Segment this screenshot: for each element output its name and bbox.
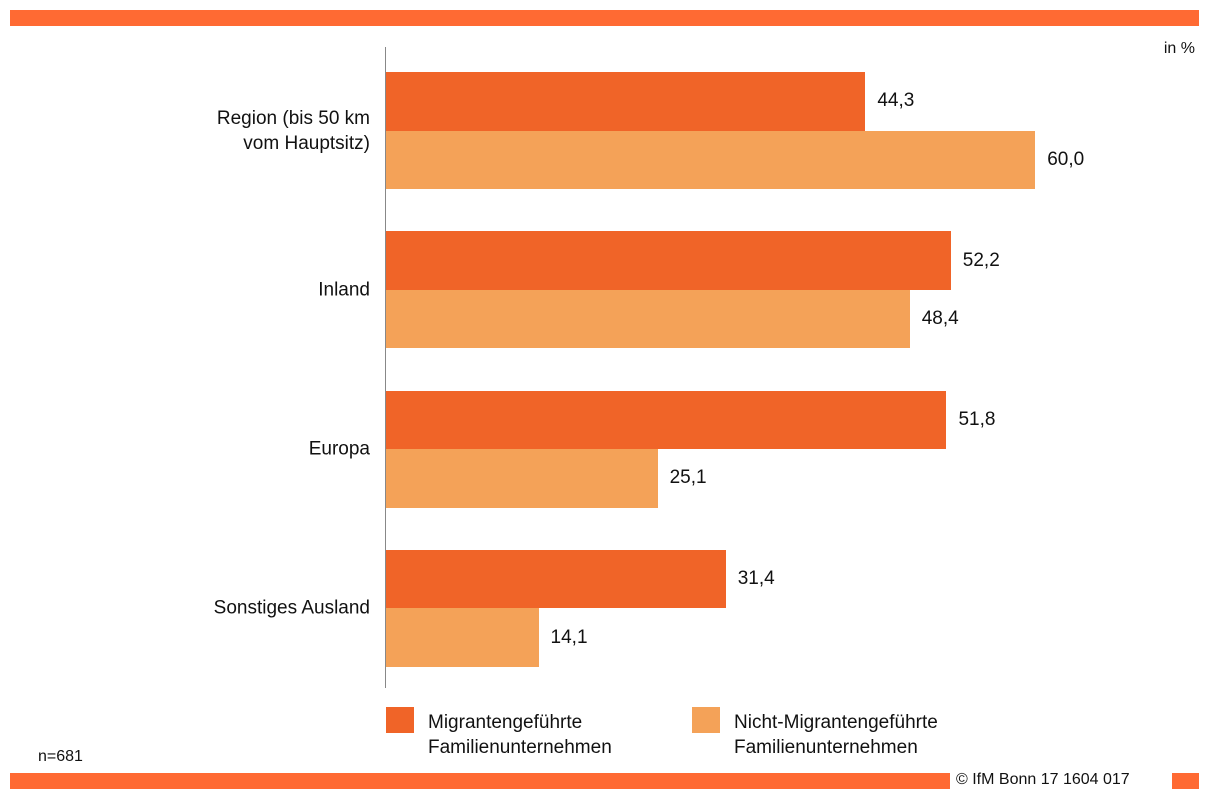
category-label: Europa [308,438,370,460]
bar [386,231,951,290]
bar [386,130,1036,189]
bottom-band [10,773,1199,789]
category-label: Inland [318,279,370,301]
legend-swatch [386,707,414,733]
value-label: 14,1 [550,626,588,648]
unit-label: in % [1163,40,1195,57]
value-label: 31,4 [737,568,775,590]
legend-label: Nicht-Migrantengeführte Familienunterneh… [734,712,938,758]
value-label: 44,3 [877,90,915,112]
bar [386,390,947,450]
source: © IfM Bonn 17 1604 017 [950,769,1172,791]
value-label: 60,0 [1047,148,1085,170]
top-band [10,10,1199,26]
value-label: 48,4 [921,308,959,330]
bar [386,449,658,508]
bar [386,608,539,667]
legend-label: Migrantengeführte Familienunternehmen [428,712,612,758]
bar [386,72,866,131]
legend-swatch [692,707,720,733]
value-label: 51,8 [958,408,996,430]
category-label: Region (bis 50 km vom Hauptsitz) [216,107,370,154]
category-label: Sonstiges Ausland [213,597,370,619]
value-label: 25,1 [669,467,707,489]
note: n=681 [38,748,83,765]
value-label: 52,2 [962,249,1000,271]
bar [386,549,726,609]
axis-line [385,47,386,688]
bar [386,289,910,349]
